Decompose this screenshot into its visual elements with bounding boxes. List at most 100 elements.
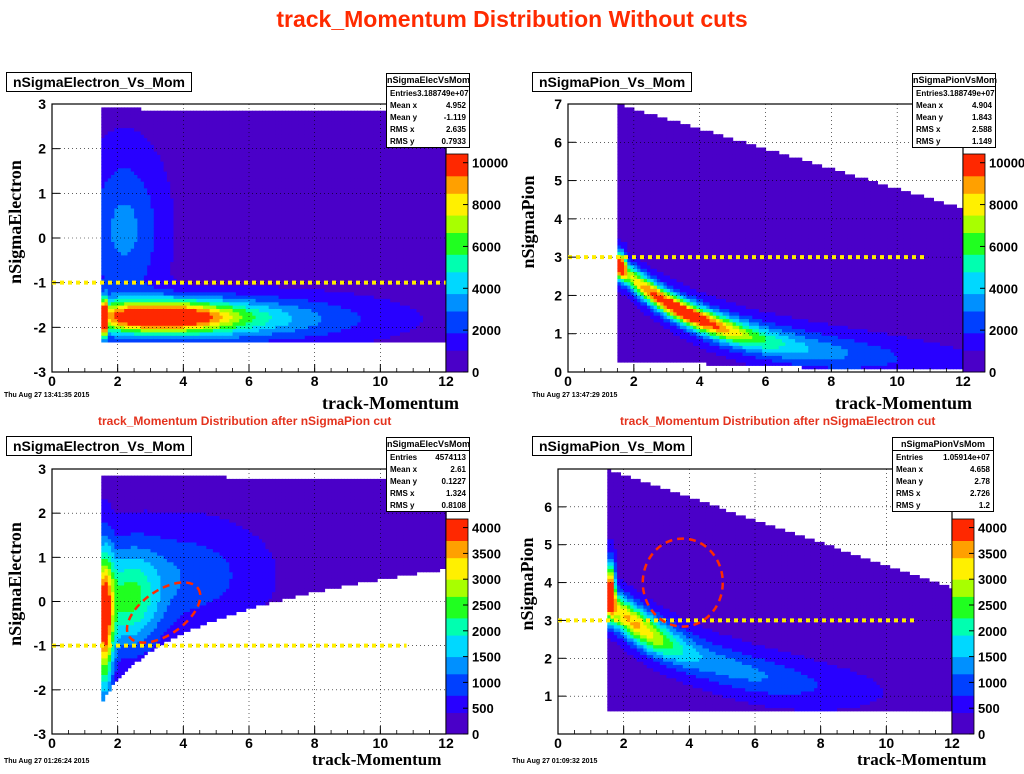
heatmap-cell (262, 241, 266, 246)
heatmap-cell (157, 137, 161, 142)
heatmap-cell (206, 264, 211, 269)
heatmap-cell (101, 311, 106, 316)
heatmap-cell (301, 154, 306, 159)
heatmap-cell (117, 278, 122, 283)
heatmap-cell (334, 110, 339, 115)
heatmap-cell (216, 258, 221, 263)
heatmap-cell (147, 164, 152, 169)
heatmap-cell (304, 261, 309, 266)
heatmap-cell (317, 335, 322, 340)
heatmap-cell (209, 301, 214, 306)
heatmap-cell (278, 147, 283, 152)
heatmap-cell (314, 174, 319, 179)
heatmap-cell (229, 248, 234, 253)
heatmap-cell (124, 264, 129, 269)
heatmap-cell (189, 177, 194, 182)
heatmap-cell (193, 150, 198, 155)
heatmap-cell (304, 291, 309, 296)
heatmap-cell (242, 157, 247, 162)
heatmap-cell (304, 231, 309, 236)
heatmap-cell (317, 181, 322, 186)
heatmap-cell (262, 271, 266, 276)
heatmap-cell (176, 191, 181, 196)
heatmap-cell (222, 130, 227, 135)
heatmap-cell (285, 147, 289, 152)
heatmap-cell (101, 321, 106, 326)
heatmap-cell (137, 328, 142, 333)
heatmap-cell (199, 308, 204, 313)
heatmap-cell (295, 157, 299, 162)
heatmap-cell (163, 321, 168, 326)
heatmap-cell (107, 228, 112, 232)
heatmap-cell (104, 291, 109, 296)
heatmap-cell (134, 298, 138, 303)
heatmap-cell (170, 274, 175, 279)
heatmap-cell (127, 244, 132, 249)
heatmap-cell (166, 201, 171, 206)
heatmap-cell (245, 117, 250, 122)
heatmap-cell (249, 248, 253, 253)
heatmap-cell (153, 318, 158, 323)
heatmap-cell (157, 248, 161, 253)
heatmap-cell (324, 130, 329, 135)
heatmap-cell (327, 150, 332, 155)
heatmap-cell (317, 161, 322, 165)
heatmap-cell (219, 228, 224, 232)
heatmap-cell (153, 321, 158, 326)
heatmap-cell (193, 274, 198, 279)
heatmap-cell (193, 184, 198, 189)
heatmap-cell (137, 181, 142, 186)
heatmap-cell (199, 120, 204, 125)
heatmap-cell (268, 251, 273, 256)
heatmap-cell (229, 120, 234, 125)
heatmap-cell (160, 305, 165, 309)
heatmap-cell (127, 321, 132, 326)
heatmap-cell (226, 271, 230, 276)
heatmap-cell (272, 117, 276, 122)
heatmap-cell (176, 271, 181, 276)
heatmap-cell (206, 177, 211, 182)
heatmap-cell (111, 211, 115, 216)
heatmap-cell (107, 224, 112, 229)
heatmap-cell (235, 150, 240, 155)
heatmap-cell (295, 114, 299, 119)
heatmap-cell (321, 224, 326, 229)
heatmap-cell (314, 211, 319, 216)
heatmap-cell (183, 321, 188, 326)
heatmap-cell (301, 305, 306, 309)
heatmap-cell (209, 207, 214, 212)
heatmap-cell (137, 294, 142, 299)
heatmap-cell (134, 117, 138, 122)
heatmap-cell (239, 315, 244, 320)
heatmap-cell (321, 197, 326, 202)
heatmap-cell (308, 211, 312, 216)
heatmap-cell (147, 181, 152, 186)
heatmap-cell (258, 147, 263, 152)
heatmap-cell (281, 201, 286, 206)
heatmap-cell (203, 328, 207, 333)
heatmap-cell (281, 338, 286, 343)
heatmap-cell (130, 221, 135, 226)
heatmap-cell (189, 181, 194, 186)
heatmap-cell (206, 271, 211, 276)
heatmap-cell (249, 281, 253, 286)
heatmap-cell (301, 254, 306, 259)
heatmap-cell (121, 305, 125, 309)
heatmap-cell (147, 338, 152, 343)
heatmap-cell (327, 274, 332, 279)
heatmap-cell (298, 251, 303, 256)
heatmap-cell (317, 288, 322, 293)
heatmap-cell (206, 331, 211, 336)
heatmap-cell (157, 140, 161, 145)
heatmap-cell (121, 140, 125, 145)
heatmap-cell (104, 271, 109, 276)
heatmap-cell (314, 338, 319, 343)
heatmap-cell (235, 228, 240, 232)
heatmap-cell (239, 171, 244, 175)
heatmap-cell (140, 171, 145, 175)
heatmap-cell (153, 150, 158, 155)
heatmap-cell (242, 134, 247, 139)
heatmap-cell (134, 134, 138, 139)
heatmap-cell (216, 144, 221, 149)
heatmap-cell (209, 291, 214, 296)
